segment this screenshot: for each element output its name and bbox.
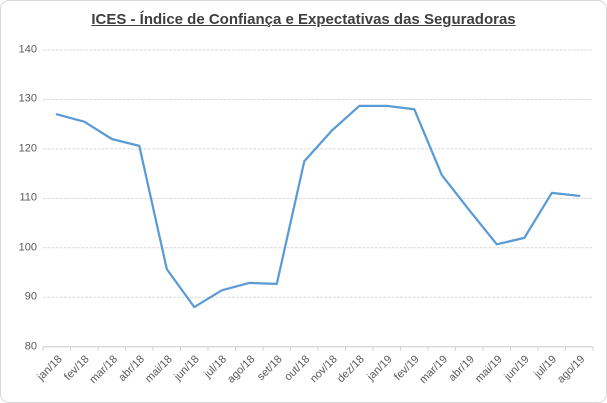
y-axis-tick-label: 130 [18,92,37,105]
y-axis-tick-label: 80 [24,340,37,353]
y-axis-tick-label: 100 [18,241,37,254]
series-line [55,104,581,309]
y-axis-tick-label: 90 [24,290,37,303]
y-axis-tick-label: 110 [19,191,37,204]
y-axis-tick-label: 120 [18,142,37,155]
chart-title: ICES - Índice de Confiança e Expectativa… [91,11,516,28]
y-axis-tick-label: 140 [18,43,37,56]
